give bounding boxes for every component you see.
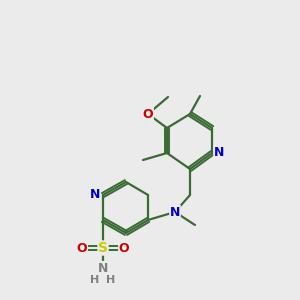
Text: S: S <box>98 241 108 255</box>
Text: O: O <box>77 242 87 254</box>
Text: N: N <box>214 146 224 160</box>
Text: H: H <box>90 275 100 285</box>
Text: N: N <box>170 206 180 218</box>
Text: N: N <box>90 188 100 202</box>
Text: H: H <box>106 275 116 285</box>
Text: O: O <box>119 242 129 254</box>
Text: N: N <box>98 262 108 275</box>
Text: O: O <box>143 107 153 121</box>
